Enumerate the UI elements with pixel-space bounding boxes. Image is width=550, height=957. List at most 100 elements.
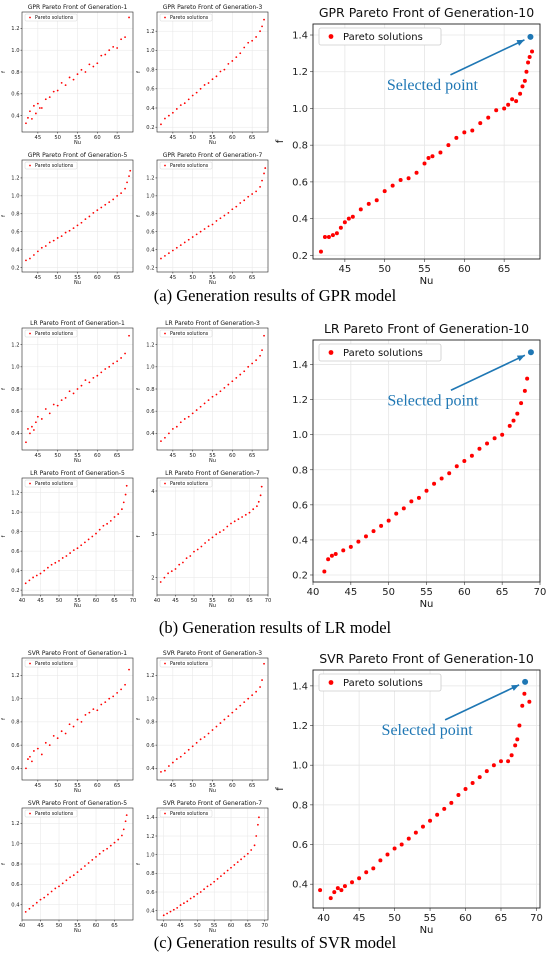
- x-tick-label: 60: [459, 913, 472, 924]
- data-point: [522, 388, 527, 393]
- data-point: [64, 231, 67, 234]
- data-point: [104, 701, 107, 704]
- y-tick-label: 2: [151, 575, 154, 581]
- y-tick-label: 0.6: [11, 409, 19, 415]
- data-point: [76, 547, 79, 550]
- data-point: [159, 581, 162, 583]
- y-tick-label: 1.2: [11, 26, 19, 32]
- plot-frame: [156, 159, 269, 273]
- data-point: [207, 225, 210, 228]
- data-point: [519, 401, 524, 406]
- data-point: [239, 704, 242, 707]
- data-point: [244, 513, 247, 516]
- data-point: [215, 75, 218, 78]
- data-point: [322, 234, 327, 239]
- data-point: [68, 390, 71, 393]
- data-point: [259, 30, 261, 33]
- y-tick-label: 0.8: [146, 67, 154, 73]
- x-tick-label: 50: [189, 135, 196, 141]
- x-tick-label: 45: [172, 598, 179, 604]
- data-point: [50, 563, 53, 566]
- data-point: [378, 858, 383, 863]
- data-point: [96, 209, 99, 212]
- data-point: [164, 254, 166, 257]
- plot-frame: [156, 807, 269, 921]
- y-axis-label: f: [136, 388, 142, 390]
- data-point: [196, 892, 199, 895]
- data-point: [54, 887, 57, 890]
- chart-title: LR Pareto Front of Generation-10: [324, 321, 529, 336]
- y-tick-label: 0.6: [292, 177, 308, 188]
- data-point: [72, 549, 75, 552]
- data-point: [517, 723, 522, 728]
- data-point: [48, 241, 51, 244]
- data-point: [230, 866, 232, 869]
- data-point: [261, 349, 263, 352]
- selected-point-label: Selected point: [387, 77, 479, 94]
- data-point: [52, 403, 55, 406]
- data-point: [109, 844, 112, 847]
- chart-svg-svr-gen3: SVR Pareto Front of Generation-3 45 50 55 60…: [136, 650, 269, 794]
- legend-marker: [328, 34, 334, 39]
- data-point: [117, 513, 120, 515]
- x-axis-label: Nu: [74, 928, 81, 934]
- y-tick-label: 1.0: [146, 194, 154, 200]
- y-tick-label: 0.4: [146, 431, 155, 437]
- x-tick-label: 65: [249, 275, 256, 281]
- legend-box: [318, 27, 442, 46]
- data-point: [91, 535, 94, 538]
- data-point: [126, 181, 128, 184]
- data-point: [520, 703, 525, 708]
- data-point: [104, 203, 107, 206]
- x-tick-label: 65: [114, 453, 121, 459]
- x-axis-label: Nu: [209, 458, 216, 464]
- chart-svg-gpr-gen1: GPR Pareto Front of Generation-1 45 50 55 60…: [1, 4, 134, 146]
- data-point: [330, 233, 335, 238]
- y-tick-label: 1.0: [292, 761, 308, 772]
- data-point: [171, 111, 174, 114]
- data-point: [92, 65, 95, 68]
- data-point: [72, 78, 75, 81]
- data-point: [356, 539, 361, 544]
- chart-title: LR Pareto Front of Generation-1: [30, 320, 125, 327]
- legend-label: Pareto solutions: [170, 481, 209, 487]
- data-point: [215, 725, 218, 728]
- data-point: [116, 360, 119, 363]
- data-point: [36, 102, 39, 105]
- legend-box: [159, 13, 213, 22]
- data-point: [463, 787, 468, 791]
- data-point: [211, 223, 214, 226]
- data-point: [72, 227, 75, 229]
- x-tick-label: 60: [94, 453, 101, 459]
- x-tick-label: 50: [54, 783, 61, 789]
- data-point: [80, 544, 83, 547]
- plot-frame: [312, 23, 541, 260]
- data-point: [243, 46, 246, 49]
- data-point: [48, 744, 51, 747]
- y-tick-label: 0.2: [146, 125, 154, 131]
- data-point: [61, 882, 64, 885]
- data-point: [52, 90, 55, 93]
- data-point: [442, 806, 447, 811]
- chart-title: GPR Pareto Front of Generation-10: [319, 5, 534, 20]
- data-point: [176, 906, 179, 909]
- data-point: [44, 741, 47, 744]
- data-point: [510, 97, 515, 102]
- y-tick-label: 3: [151, 532, 154, 538]
- plot-frame: [156, 477, 269, 596]
- data-point: [219, 70, 222, 73]
- y-axis-label: f: [275, 787, 286, 791]
- legend-marker: [29, 164, 31, 167]
- data-point: [526, 60, 531, 65]
- data-point: [426, 156, 431, 161]
- data-point: [43, 896, 46, 899]
- chart-title: GPR Pareto Front of Generation-7: [163, 152, 263, 159]
- data-point: [25, 767, 27, 770]
- data-point: [87, 862, 90, 864]
- data-point: [100, 371, 103, 374]
- x-axis-label: Nu: [209, 140, 216, 146]
- data-point: [514, 99, 519, 104]
- data-point: [485, 441, 490, 446]
- data-point: [44, 245, 47, 247]
- annotation-arrow-head: [516, 355, 525, 362]
